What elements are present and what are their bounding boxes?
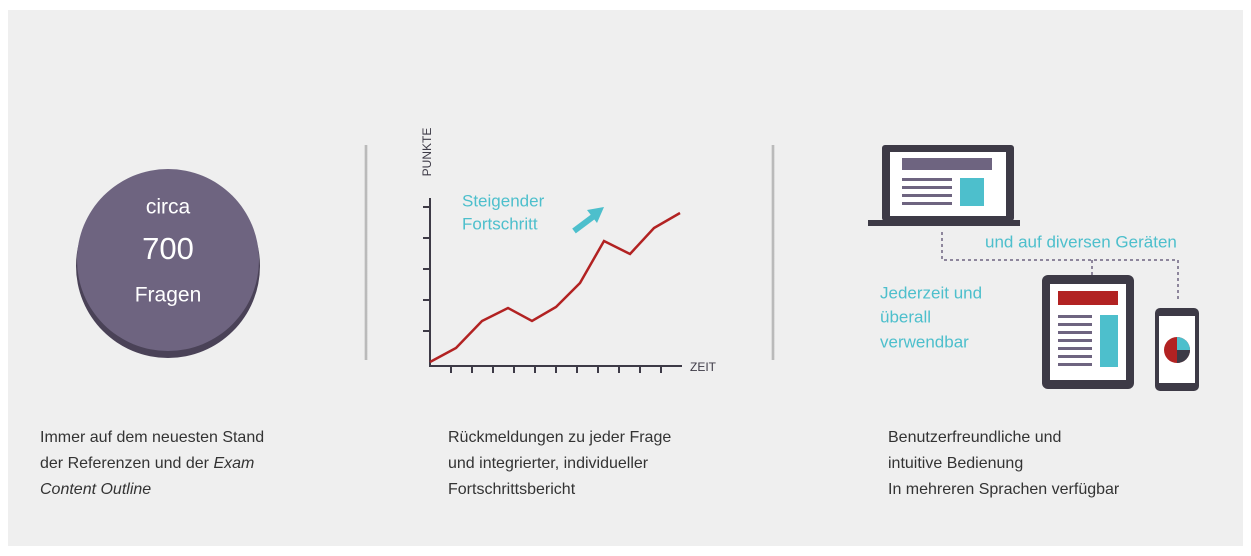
- separator: [771, 145, 775, 360]
- circle-text: Fragen: [135, 284, 202, 307]
- caption: der Referenzen und der Exam: [40, 455, 254, 472]
- caption: Benutzerfreundliche und: [888, 429, 1061, 446]
- axis-label: ZEIT: [690, 360, 717, 374]
- phone: [1155, 308, 1199, 391]
- annotation: Steigender: [462, 191, 545, 210]
- axis-label: PUNKTE: [420, 128, 434, 177]
- devices-label: Jederzeit und: [880, 283, 982, 302]
- caption: In mehreren Sprachen verfügbar: [888, 481, 1120, 498]
- caption: Fortschrittsbericht: [448, 481, 576, 498]
- tablet: [1042, 275, 1134, 389]
- page: circa 700 Fragen Immer auf dem neuesten …: [0, 0, 1251, 556]
- annotation: Fortschritt: [462, 214, 538, 233]
- caption-text: der Referenzen und der: [40, 455, 213, 472]
- caption: Rückmeldungen zu jeder Frage: [448, 429, 671, 446]
- infographic: circa 700 Fragen Immer auf dem neuesten …: [0, 0, 1251, 556]
- devices-label: und auf diversen Geräten: [985, 232, 1177, 251]
- caption: intuitive Bedienung: [888, 455, 1023, 472]
- separator: [364, 145, 368, 360]
- circle-number: 700: [142, 231, 194, 266]
- caption: und integrierter, individueller: [448, 455, 649, 472]
- laptop: [868, 145, 1020, 226]
- caption: Immer auf dem neuesten Stand: [40, 429, 264, 446]
- circle-text: circa: [146, 196, 191, 219]
- devices-label: überall: [880, 307, 931, 326]
- caption-italic: Exam: [213, 455, 254, 472]
- devices-label: verwendbar: [880, 332, 969, 351]
- caption: Content Outline: [40, 481, 151, 498]
